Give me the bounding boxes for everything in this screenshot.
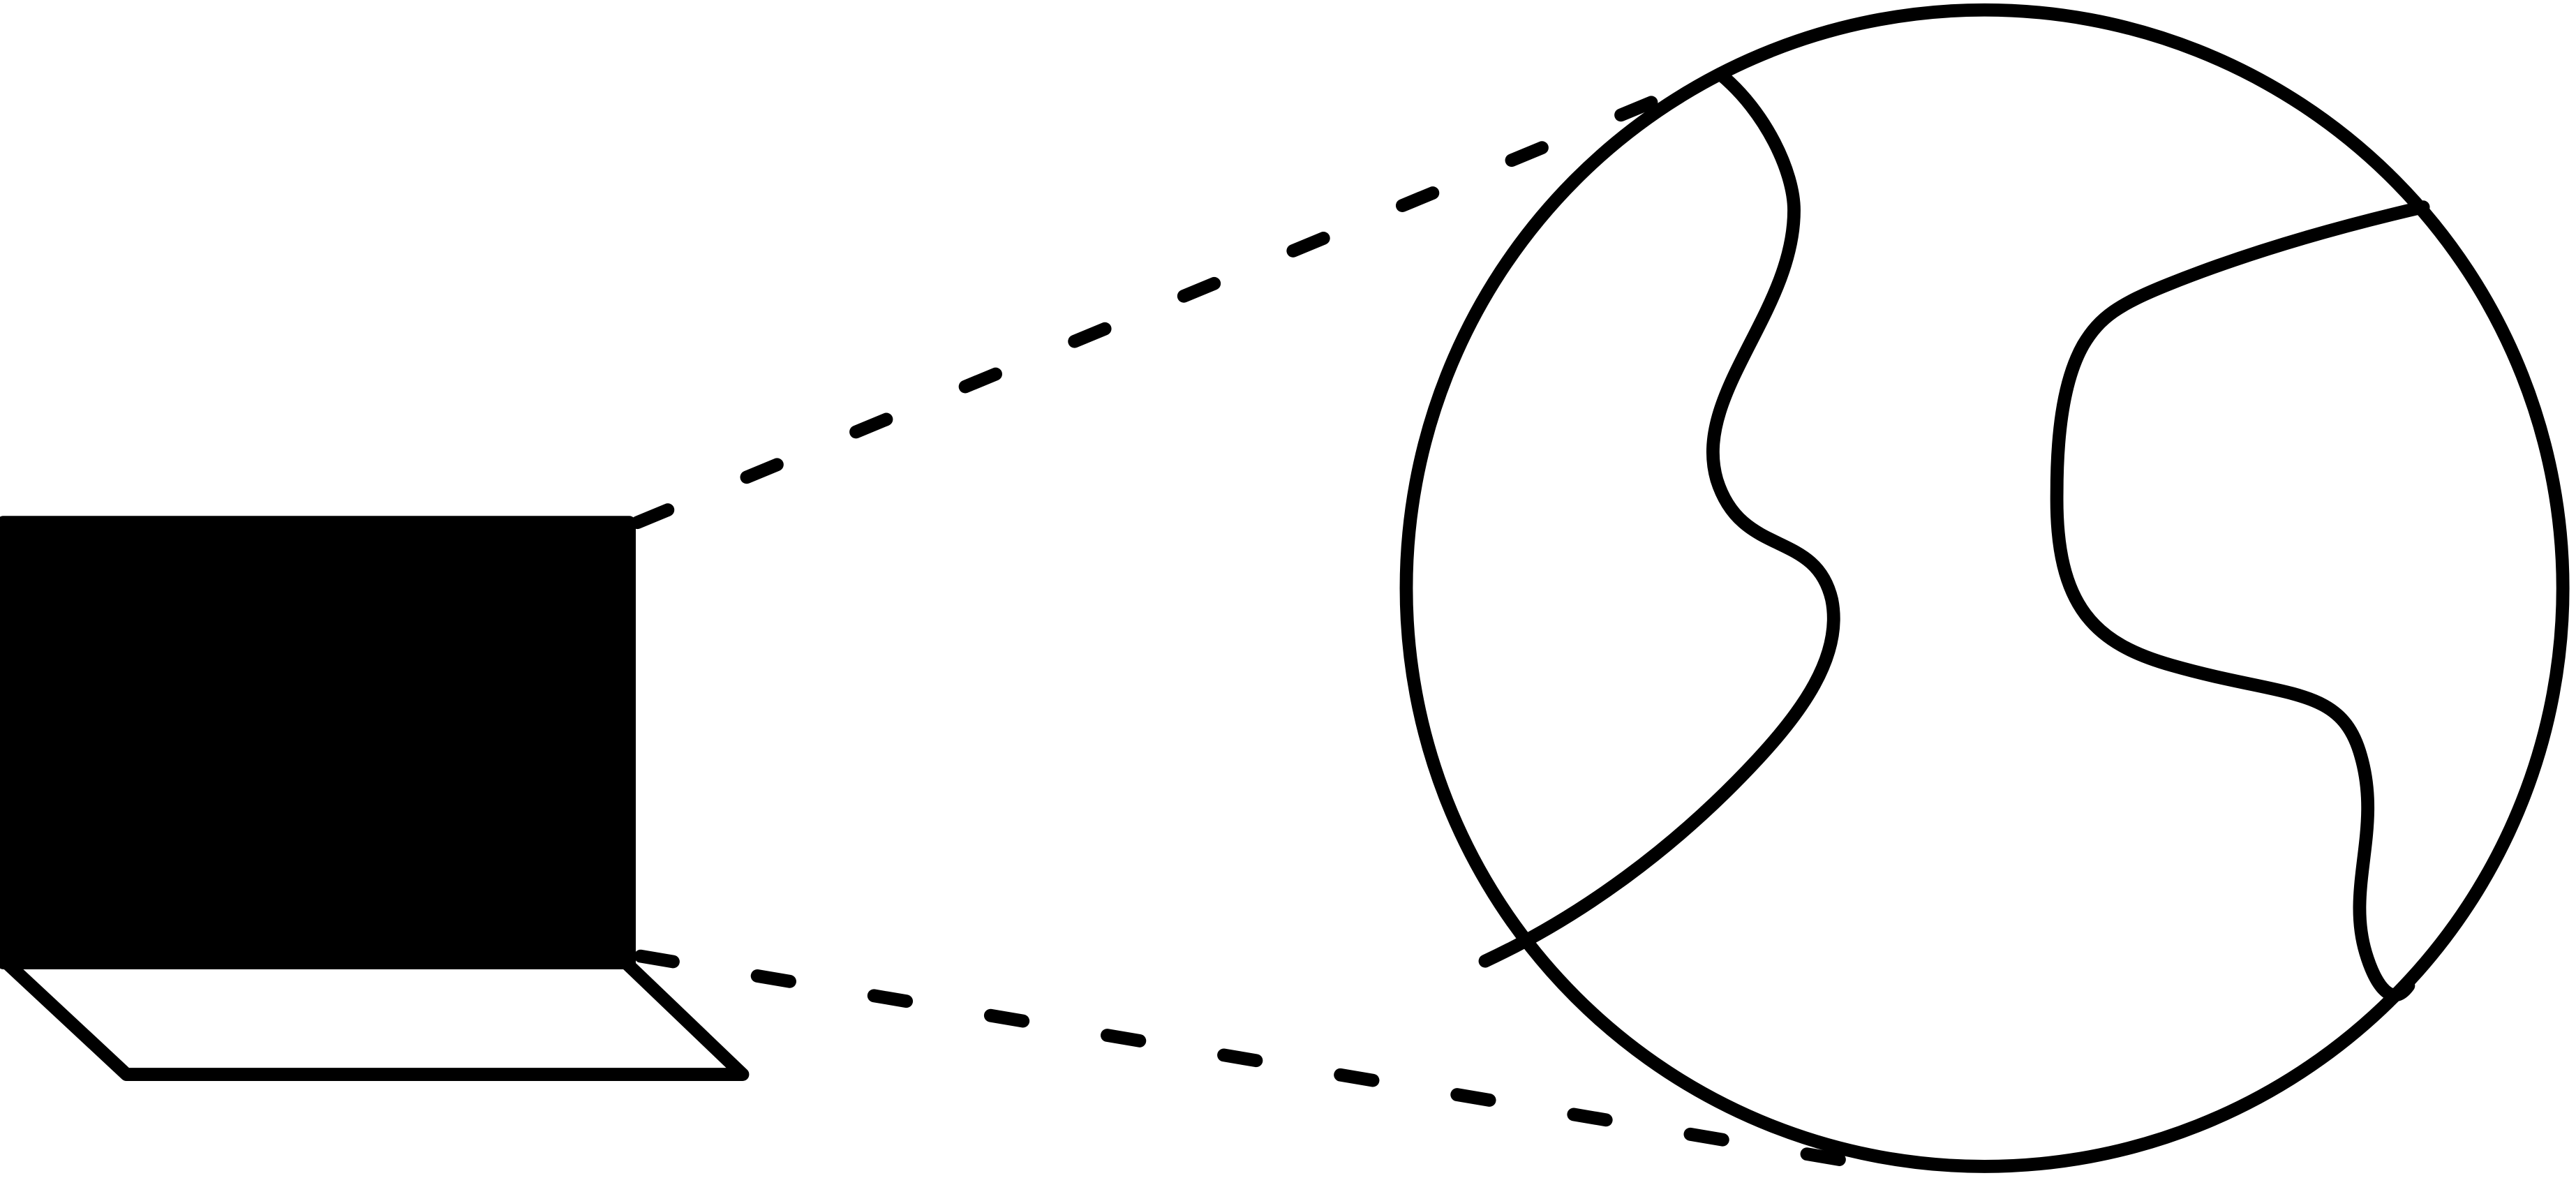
lower-dashed-line (634, 949, 1916, 1178)
laptop-screen (0, 516, 636, 969)
globe-landmass-left (1478, 67, 1840, 968)
globe-outline (1399, 3, 2570, 1173)
laptop-icon (0, 516, 750, 1082)
upper-dashed-line (630, 79, 1699, 530)
laptop-base (0, 956, 750, 1082)
globe-landmass-right (2050, 200, 2430, 1002)
globe-icon (1399, 3, 2570, 1173)
connection-lines (630, 79, 1916, 1178)
